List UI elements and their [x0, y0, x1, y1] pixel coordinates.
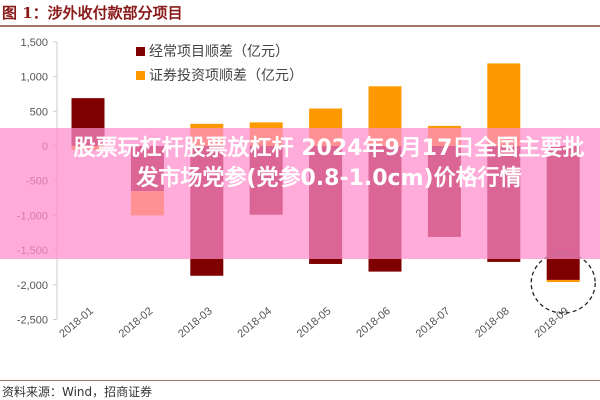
x-tick-label: 2018-05 [295, 305, 334, 340]
legend-label: 经常项目顺差（亿元） [149, 44, 289, 60]
banner-text: 股票玩杠杆股票放杠杆 2024年9月17日全国主要批 发市场党参(党参0.8-1… [62, 128, 596, 200]
bar-securities-2018-09 [546, 279, 580, 283]
x-tick-label: 2018-01 [57, 305, 96, 340]
legend-swatch [136, 47, 145, 56]
x-tick-label: 2018-06 [354, 305, 393, 340]
y-tick-label: -2,500 [17, 315, 48, 327]
figure-title: 图 1：涉外收付款部分项目 [2, 4, 183, 22]
y-tick-label: 1,500 [20, 37, 48, 49]
bottom-divider [0, 380, 600, 381]
x-tick-label: 2018-07 [414, 305, 453, 340]
y-tick-label: 500 [30, 106, 48, 118]
x-tick-label: 2018-03 [176, 305, 215, 340]
y-tick-label: -2,000 [17, 280, 48, 292]
banner-line-2: 发市场党参(党参0.8-1.0cm)价格行情 [136, 166, 522, 191]
x-tick-label: 2018-08 [473, 305, 512, 340]
source-note: 资料来源：Wind，招商证券 [2, 385, 153, 399]
legend-swatch [136, 71, 145, 80]
y-tick-label: 1,000 [20, 72, 48, 84]
top-divider [0, 25, 600, 27]
annotation-dashed-circle [530, 252, 596, 314]
banner-line-1: 股票玩杠杆股票放杠杆 2024年9月17日全国主要批 [73, 136, 585, 161]
legend-label: 证券投资项顺差（亿元） [149, 68, 303, 84]
x-tick-label: 2018-02 [117, 305, 156, 340]
x-tick-label: 2018-04 [235, 305, 274, 340]
overlay-banner: 股票玩杠杆股票放杠杆 2024年9月17日全国主要批 发市场党参(党参0.8-1… [0, 128, 600, 259]
x-tick-label: 2018-09 [532, 305, 571, 340]
